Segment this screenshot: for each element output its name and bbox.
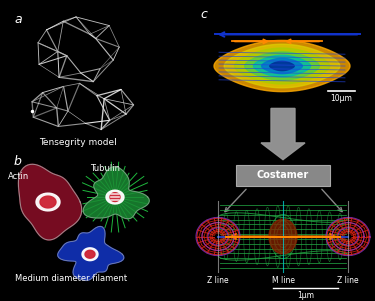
Polygon shape [58,226,124,281]
Polygon shape [254,55,310,77]
Polygon shape [110,193,120,202]
Polygon shape [82,248,98,261]
Polygon shape [270,61,294,71]
Polygon shape [85,250,95,258]
Text: c: c [200,8,207,21]
Polygon shape [18,164,82,240]
Text: Tubulin: Tubulin [90,163,120,172]
Text: M line: M line [272,276,294,285]
Polygon shape [262,58,302,74]
Polygon shape [214,40,350,92]
Text: a: a [14,13,22,26]
Polygon shape [224,44,340,88]
Text: b: b [14,155,22,168]
Polygon shape [40,196,56,208]
Polygon shape [244,52,320,80]
Text: Z line: Z line [207,276,229,285]
Polygon shape [106,190,124,204]
Text: Z line: Z line [337,276,359,285]
FancyBboxPatch shape [236,165,330,186]
Text: Actin: Actin [8,172,29,182]
Text: Costamer: Costamer [257,170,309,180]
Text: 1μm: 1μm [297,291,314,300]
Text: 10μm: 10μm [331,94,352,103]
Text: Tensegrity model: Tensegrity model [39,138,117,147]
Polygon shape [18,164,82,240]
Text: Medium diameter filament: Medium diameter filament [15,274,127,283]
Polygon shape [234,48,330,84]
Polygon shape [269,219,297,254]
Polygon shape [83,167,149,219]
Polygon shape [36,193,60,211]
Polygon shape [261,108,305,160]
